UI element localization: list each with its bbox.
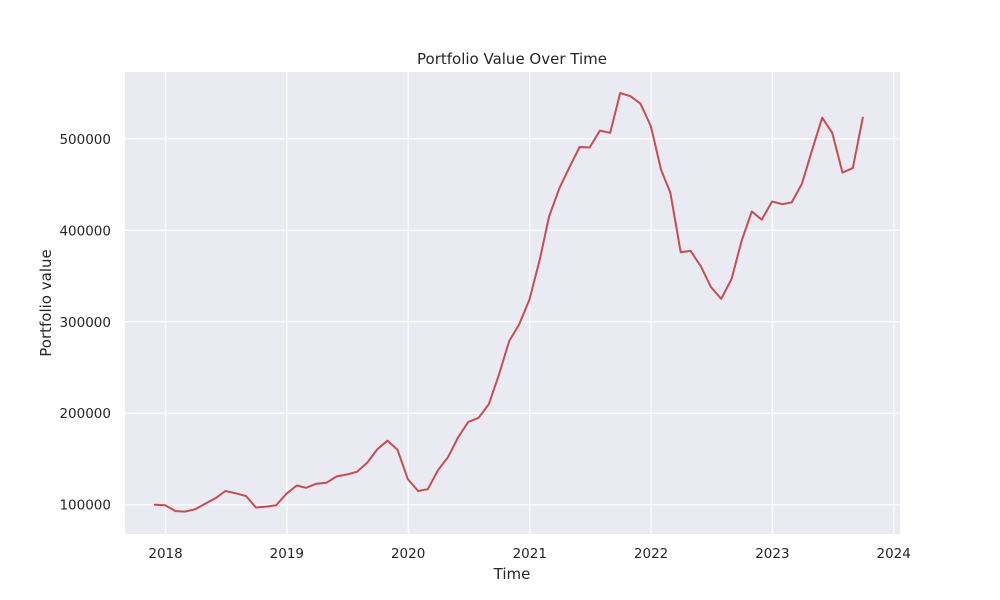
chart-title: Portfolio Value Over Time bbox=[417, 50, 607, 68]
x-tick-label: 2022 bbox=[634, 546, 668, 562]
series-line bbox=[153, 92, 864, 513]
y-tick-label: 400000 bbox=[59, 223, 111, 239]
x-tick-label: 2019 bbox=[270, 546, 304, 562]
y-tick-label: 100000 bbox=[59, 498, 111, 514]
x-axis-ticks: 2018 2019 2020 2021 2022 2023 2024 bbox=[148, 546, 911, 562]
x-tick-label: 2021 bbox=[513, 546, 547, 562]
x-tick-label: 2018 bbox=[148, 546, 182, 562]
y-axis-ticks: 100000 200000 300000 400000 500000 bbox=[59, 132, 111, 514]
y-tick-label: 300000 bbox=[59, 315, 111, 331]
x-tick-label: 2023 bbox=[755, 546, 789, 562]
series-layer bbox=[153, 92, 864, 513]
x-tick-label: 2020 bbox=[391, 546, 425, 562]
plot-area bbox=[125, 72, 900, 534]
y-tick-label: 200000 bbox=[59, 406, 111, 422]
grid-layer bbox=[125, 72, 900, 534]
x-axis-label: Time bbox=[493, 565, 531, 583]
y-axis-label: Portfolio value bbox=[37, 249, 55, 356]
x-tick-label: 2024 bbox=[877, 546, 911, 562]
y-tick-label: 500000 bbox=[59, 132, 111, 148]
